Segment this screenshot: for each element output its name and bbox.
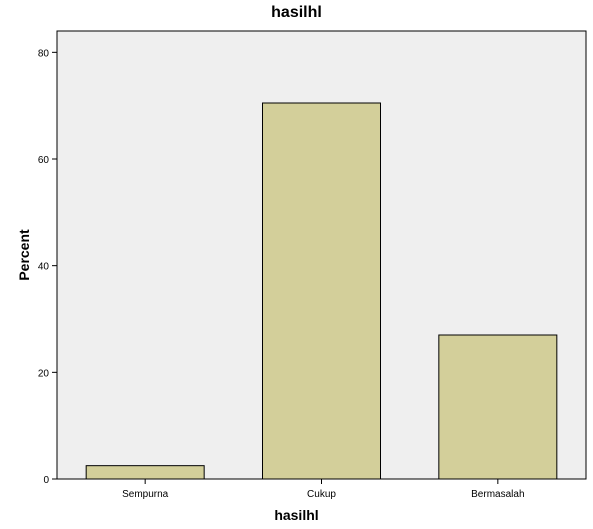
y-axis-label: Percent — [16, 229, 32, 281]
x-tick-label-sempurna: Sempurna — [122, 489, 169, 500]
x-axis-label: hasilhl — [274, 507, 319, 523]
bar-bermasalah — [438, 334, 558, 480]
bars-group — [85, 102, 558, 480]
x-tick-label-bermasalah: Bermasalah — [471, 489, 524, 500]
x-tick-label-cukup: Cukup — [307, 489, 336, 500]
y-tick-label: 40 — [38, 262, 50, 273]
y-tick-label: 80 — [38, 48, 50, 59]
y-axis: 0 20 40 60 80 — [38, 48, 57, 486]
bar-cukup — [262, 102, 381, 480]
y-tick-label: 20 — [38, 368, 50, 379]
bar-sempurna — [85, 465, 205, 480]
x-axis: Sempurna Cukup Bermasalah — [122, 479, 525, 500]
y-tick-label: 60 — [38, 155, 50, 166]
chart-title: hasilhl — [271, 4, 322, 21]
y-tick-label: 0 — [43, 475, 49, 486]
